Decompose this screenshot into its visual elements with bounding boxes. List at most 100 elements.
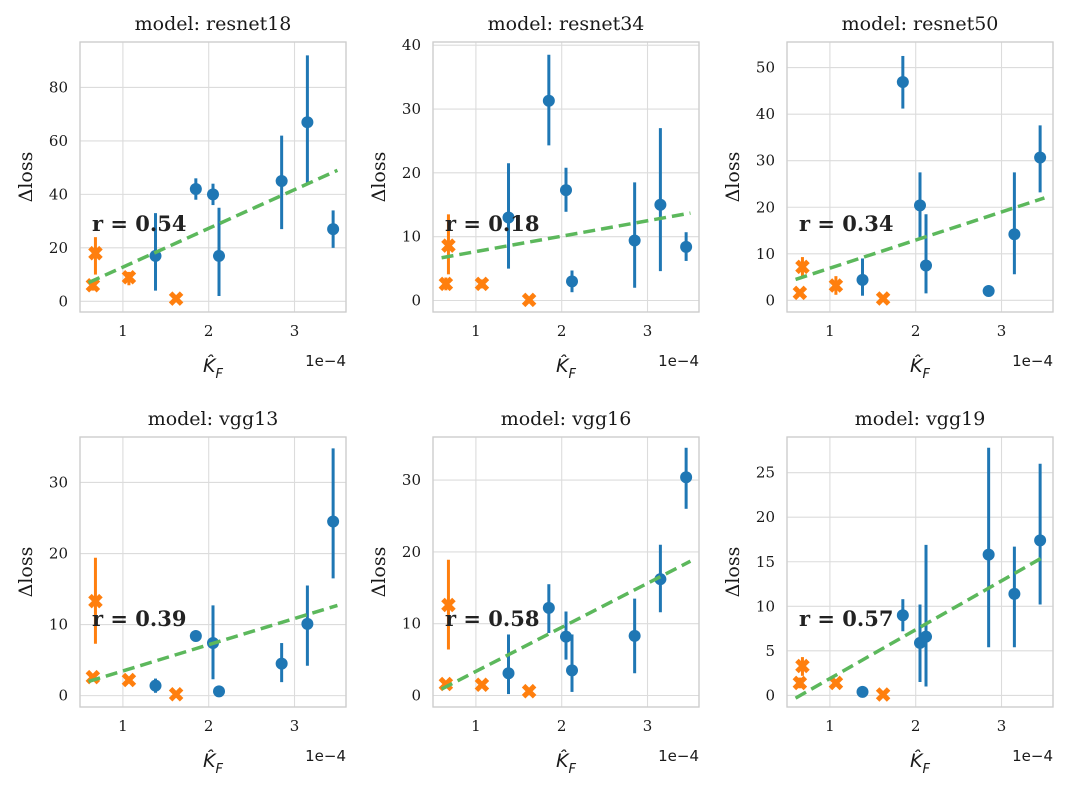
orange-x-point — [828, 278, 844, 293]
panel-1: 1 2 3 0 20 40 60 80 model: resnet18 Δloss K̂F 1e−4 r… — [15, 13, 347, 382]
x-tick-label: 3 — [997, 322, 1007, 340]
plot-frame — [79, 41, 347, 313]
y-tick-label: 0 — [58, 292, 68, 310]
blue-point — [560, 184, 572, 197]
x-tick-label: 1 — [825, 322, 835, 340]
x-axis-label-main: K̂ — [203, 750, 217, 772]
blue-point — [213, 685, 226, 698]
blue-point — [301, 617, 314, 630]
orange-x-point — [474, 677, 490, 693]
orange-x-point — [875, 291, 891, 306]
y-axis-label: Δloss — [368, 547, 390, 598]
correlation-label: r = 0.34 — [799, 211, 893, 236]
blue-point — [1008, 228, 1021, 241]
y-tick-label: 0 — [765, 686, 775, 704]
blue-point — [856, 685, 869, 698]
x-tick-label: 3 — [290, 322, 300, 340]
orange-x-point — [88, 593, 103, 609]
x-axis-label-subscript: F — [568, 762, 576, 777]
blue-point — [560, 630, 572, 643]
blue-point — [628, 234, 641, 247]
y-tick-label: 20 — [402, 543, 421, 561]
blue-point — [301, 116, 314, 129]
y-tick-label: 30 — [756, 152, 775, 170]
y-tick-label: 20 — [756, 508, 775, 526]
blue-point — [189, 183, 202, 196]
y-tick-label: 0 — [58, 687, 68, 705]
orange-x-point — [792, 285, 808, 301]
orange-x-point — [121, 672, 137, 688]
plot-frame — [786, 41, 1054, 313]
plot-frame — [432, 436, 700, 708]
x-offset-text: 1e−4 — [1012, 747, 1053, 765]
y-tick-label: 0 — [765, 291, 775, 309]
x-tick-label: 3 — [643, 717, 653, 735]
fit-line — [795, 196, 1045, 282]
panel-title: model: resnet34 — [488, 13, 645, 35]
correlation-label: r = 0.18 — [445, 211, 539, 236]
blue-point — [856, 273, 869, 286]
y-tick-label: 25 — [756, 464, 775, 482]
y-axis-label: Δloss — [15, 547, 37, 598]
y-axis-label: Δloss — [722, 547, 744, 598]
orange-x-point — [441, 597, 456, 613]
blue-point — [566, 664, 579, 677]
blue-point — [982, 548, 995, 561]
orange-x-point — [792, 675, 808, 691]
blue-point — [542, 601, 555, 614]
x-tick-label: 1 — [471, 322, 481, 340]
y-tick-label: 40 — [756, 105, 775, 123]
orange-x-point — [88, 245, 103, 261]
x-offset-text: 1e−4 — [1012, 352, 1053, 370]
y-tick-label: 15 — [756, 553, 775, 571]
blue-point — [275, 175, 288, 188]
y-tick-label: 80 — [49, 78, 68, 96]
orange-x-point — [168, 291, 184, 306]
blue-point — [1034, 534, 1047, 547]
orange-x-point — [121, 269, 137, 285]
y-tick-label: 50 — [756, 59, 775, 77]
y-tick-label: 30 — [402, 100, 421, 118]
x-axis-label: K̂F — [910, 750, 930, 777]
orange-x-point — [521, 683, 537, 699]
orange-x-point — [828, 675, 844, 691]
x-axis-label-subscript: F — [568, 367, 576, 382]
x-tick-label: 1 — [825, 717, 835, 735]
y-axis-label: Δloss — [15, 152, 37, 203]
fit-line — [440, 559, 692, 691]
blue-point — [896, 76, 909, 89]
blue-point — [542, 94, 555, 107]
y-tick-label: 10 — [49, 616, 68, 634]
orange-x-point — [795, 259, 810, 275]
x-tick-label: 2 — [911, 322, 921, 340]
blue-point — [189, 629, 202, 642]
blue-point — [502, 211, 515, 224]
y-tick-label: 60 — [49, 132, 68, 150]
x-tick-label: 1 — [471, 717, 481, 735]
x-axis-label-subscript: F — [215, 762, 223, 777]
y-tick-label: 20 — [402, 164, 421, 182]
y-tick-label: 10 — [402, 615, 421, 633]
blue-point — [566, 275, 579, 288]
y-tick-label: 5 — [765, 642, 775, 660]
orange-x-point — [168, 686, 184, 702]
blue-point — [920, 630, 933, 643]
blue-point — [896, 609, 909, 622]
x-tick-label: 2 — [557, 322, 567, 340]
x-tick-label: 2 — [557, 717, 567, 735]
plot-frame — [786, 436, 1054, 708]
orange-x-point — [438, 276, 454, 292]
x-axis-label: K̂F — [910, 355, 930, 382]
x-tick-label: 3 — [643, 322, 653, 340]
x-axis-label-subscript: F — [922, 367, 930, 382]
blue-point — [327, 223, 340, 236]
blue-point — [982, 285, 995, 298]
y-tick-label: 0 — [411, 687, 421, 705]
fit-line — [441, 211, 691, 260]
fit-line — [794, 554, 1046, 700]
panel-title: model: vgg16 — [501, 408, 632, 430]
